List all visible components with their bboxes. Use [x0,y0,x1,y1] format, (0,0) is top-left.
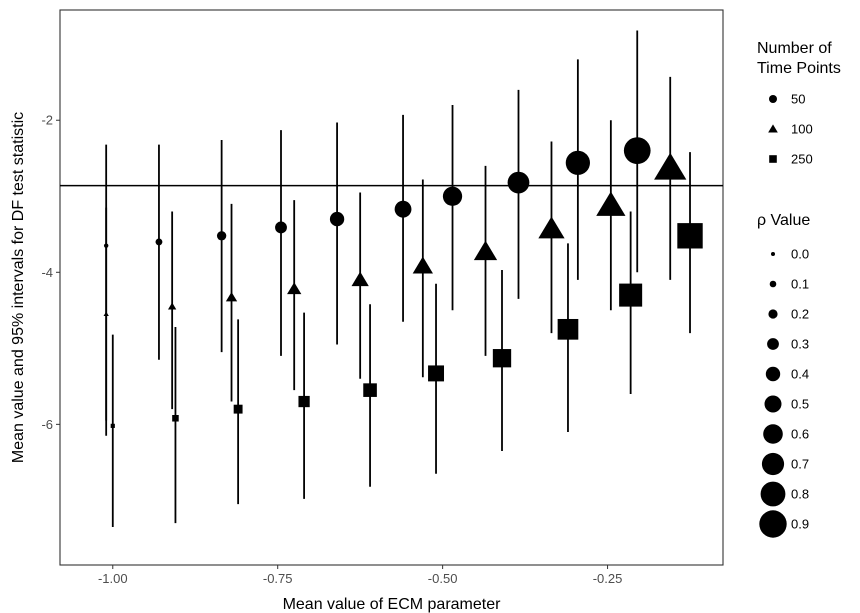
point-square [619,283,643,307]
x-tick-label: -1.00 [98,571,128,586]
point-triangle [167,302,177,310]
y-tick-label: -6 [41,417,53,432]
point-triangle [103,311,109,317]
point-square [428,365,445,382]
legend-label: 0.1 [791,277,809,292]
legend-label: 0.5 [791,397,809,412]
legend-key-size [769,280,777,288]
point-square [677,223,703,249]
y-tick-label: -4 [41,265,53,280]
legend-label: 0.4 [791,367,809,382]
point-square [557,318,579,340]
legend-label: 0.9 [791,517,809,532]
legend-key-circle [769,95,777,103]
x-tick-label: -0.50 [428,571,458,586]
y-axis: -6 -4 -2 [41,113,60,432]
legend-label: 0.8 [791,487,809,502]
y-tick-label: -2 [41,113,53,128]
point-circle [394,200,412,218]
point-square [298,395,310,408]
legend-key-square [769,155,777,163]
legend-key-size [771,252,775,256]
point-square [363,383,377,397]
point-circle [155,238,163,246]
point-circle [275,221,287,234]
point-circle [329,211,345,227]
data-points [103,137,703,428]
point-circle [103,243,109,248]
point-triangle [538,216,565,239]
point-square [172,414,179,422]
legend-rho-value: ρ Value 0.0 0.1 0.2 0.3 0.4 0.5 0.6 0.7 0.8 0.9 [757,212,810,538]
y-axis-title: Mean value and 95% intervals for DF test… [10,112,27,463]
point-square [233,404,243,414]
legend-key-size [763,424,783,444]
legend-key-size [760,481,786,507]
legend-time-points: Number of Time Points 50 100 250 [757,40,841,167]
legend-title-line: Time Points [757,60,841,77]
legend-label: 0.0 [791,247,809,262]
plot-panel [59,9,724,566]
legend-label: 0.7 [791,457,809,472]
legend-label: 50 [791,92,805,107]
point-triangle [412,256,433,274]
legend-label: 250 [791,152,813,167]
legend-title-line: Number of [757,40,832,57]
x-tick-label: -0.25 [593,571,623,586]
legend-label: 0.2 [791,307,809,322]
x-axis: -1.00 -0.75 -0.50 -0.25 [98,565,622,586]
point-circle [623,137,651,165]
legend-key-size [759,510,787,538]
legend-title-rho: ρ Value [757,212,810,229]
point-circle [442,186,463,206]
legend-key-size [767,338,779,350]
x-tick-label: -0.75 [263,571,293,586]
point-circle [216,231,227,241]
legend-key-size [765,366,781,382]
legend-label: 0.3 [791,337,809,352]
legend-label: 100 [791,122,813,137]
point-triangle [225,292,238,302]
legend-key-size [764,395,782,413]
point-triangle [473,240,498,261]
point-triangle [351,271,369,287]
point-triangle [287,282,302,295]
panel-border [59,9,724,566]
legend-key-size [768,309,778,319]
point-triangle [596,191,626,216]
legend-label: 0.6 [791,427,809,442]
point-circle [565,150,590,175]
legend-key-triangle [768,124,778,133]
point-triangle [654,152,687,180]
legend-key-size [761,452,785,476]
point-square [492,349,512,368]
point-circle [507,171,530,194]
x-axis-title: Mean value of ECM parameter [283,596,502,613]
point-square [110,423,115,428]
